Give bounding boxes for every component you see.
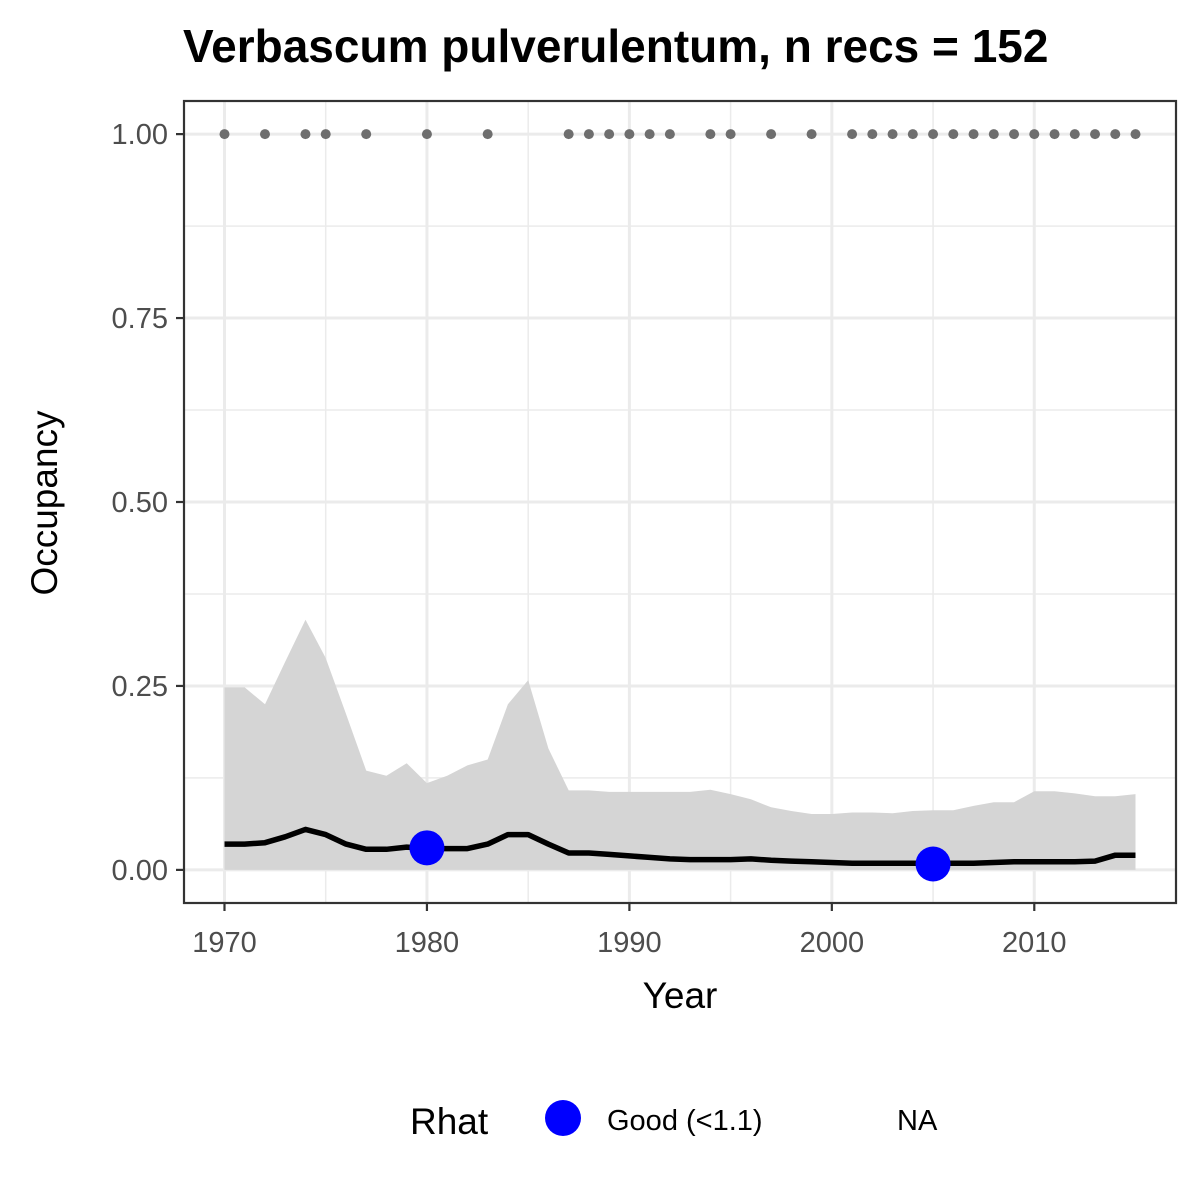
record-point xyxy=(482,129,493,140)
record-point xyxy=(219,129,230,140)
plot-panel xyxy=(182,99,1178,905)
x-tick-label: 1990 xyxy=(597,927,662,959)
y-axis-title: Occupancy xyxy=(24,410,65,596)
record-point xyxy=(320,129,331,140)
record-point xyxy=(847,129,858,140)
record-point xyxy=(664,129,675,140)
occupancy-mean-line xyxy=(224,826,1136,867)
legend-label-good: Good (<1.1) xyxy=(607,1105,763,1137)
y-axis: 0.00 0.25 0.50 0.75 1.00 xyxy=(112,119,184,887)
record-point xyxy=(624,129,635,140)
record-point xyxy=(644,129,655,140)
y-tick-label: 0.50 xyxy=(112,487,168,519)
record-point xyxy=(421,129,432,140)
record-point xyxy=(988,129,999,140)
rhat-point xyxy=(915,846,951,882)
record-point xyxy=(948,129,959,140)
x-tick-label: 2010 xyxy=(1002,927,1067,959)
legend: Rhat Good (<1.1) NA xyxy=(410,1100,938,1142)
x-tick-label: 2000 xyxy=(800,927,865,959)
record-point xyxy=(1049,129,1060,140)
record-point xyxy=(259,129,270,140)
legend-key-good xyxy=(545,1100,581,1136)
record-point xyxy=(887,129,898,140)
x-tick-label: 1980 xyxy=(395,927,460,959)
record-point xyxy=(300,129,311,140)
record-point xyxy=(725,129,736,140)
record-point xyxy=(928,129,939,140)
record-point xyxy=(806,129,817,140)
y-tick-label: 1.00 xyxy=(112,119,168,151)
x-tick-label: 1970 xyxy=(192,927,257,959)
credible-interval-ribbon xyxy=(224,619,1136,870)
y-tick-label: 0.75 xyxy=(112,303,168,335)
record-point xyxy=(766,129,777,140)
record-point xyxy=(1090,129,1101,140)
record-point xyxy=(867,129,878,140)
record-point xyxy=(1130,129,1141,140)
chart-title: Verbascum pulverulentum, n recs = 152 xyxy=(183,20,1048,72)
legend-title: Rhat xyxy=(410,1101,489,1142)
y-tick-label: 0.00 xyxy=(112,855,168,887)
legend-label-na: NA xyxy=(897,1105,938,1137)
record-point xyxy=(361,129,372,140)
record-point xyxy=(604,129,615,140)
record-point xyxy=(1029,129,1040,140)
record-point xyxy=(705,129,716,140)
y-tick-label: 0.25 xyxy=(112,671,168,703)
x-axis-title: Year xyxy=(643,975,718,1016)
record-point xyxy=(1069,129,1080,140)
record-point xyxy=(1110,129,1121,140)
record-point xyxy=(563,129,574,140)
x-axis: 1970 1980 1990 2000 2010 xyxy=(192,903,1067,959)
record-point xyxy=(583,129,594,140)
record-point xyxy=(907,129,918,140)
record-point xyxy=(968,129,979,140)
record-point xyxy=(1009,129,1020,140)
rhat-point xyxy=(409,830,445,866)
